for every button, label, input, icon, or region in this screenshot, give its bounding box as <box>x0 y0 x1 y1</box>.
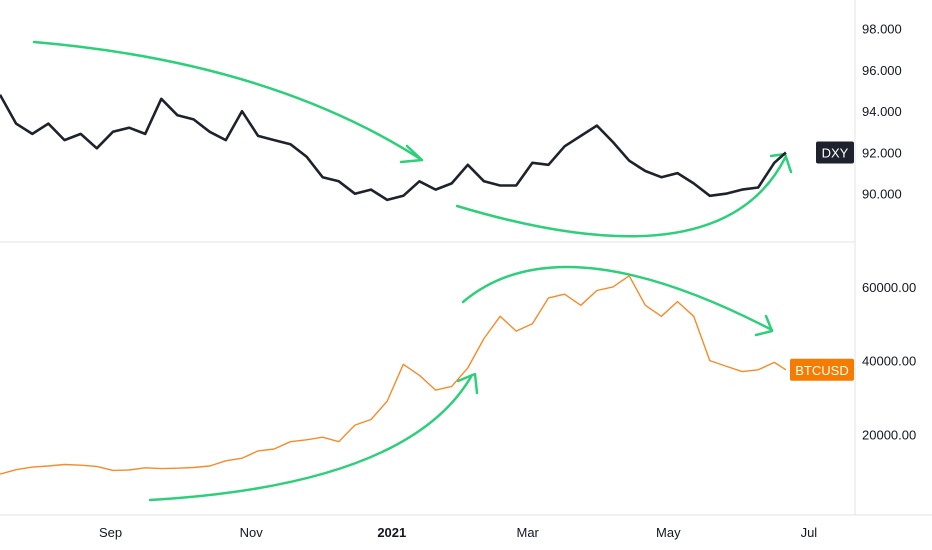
y-tick-label: 20000.00 <box>862 427 916 442</box>
last-value-badge-btcusd: BTCUSD <box>790 358 854 381</box>
arrow-btc-uptrend <box>148 373 474 502</box>
y-tick-label: 40000.00 <box>862 354 916 369</box>
badge-background <box>790 358 854 381</box>
last-value-badge-dxy: DXY <box>816 141 854 164</box>
badge-label: DXY <box>822 146 849 161</box>
x-tick-label: 2021 <box>377 525 406 540</box>
y-tick-label: 92.000 <box>862 146 902 161</box>
arrow-btc-top <box>461 265 774 332</box>
arrow-btc-uptrend-head <box>456 372 479 395</box>
series-line-btcusd <box>0 275 787 475</box>
arrow-btc-top-head <box>754 314 774 337</box>
x-tick-label: Jul <box>801 525 818 540</box>
y-tick-label: 60000.00 <box>862 280 916 295</box>
y-tick-label: 90.000 <box>862 187 902 202</box>
x-tick-label: May <box>656 525 681 540</box>
x-tick-label: Nov <box>240 525 264 540</box>
y-tick-label: 96.000 <box>862 63 902 78</box>
series-layer <box>0 94 787 475</box>
arrow-dxy-downtrend <box>32 40 424 162</box>
badge-background <box>816 141 854 164</box>
y-tick-label: 94.000 <box>862 104 902 119</box>
x-tick-label: Mar <box>517 525 540 540</box>
arrow-dxy-downtrend-head <box>399 144 424 164</box>
x-tick-label: Sep <box>99 525 122 540</box>
y-tick-label: 98.000 <box>862 22 902 37</box>
axis-layer: 98.000 96.000 94.000 92.000 90.000 DXY 60000.0… <box>99 22 916 540</box>
series-line-dxy <box>0 94 787 202</box>
annotation-arrows <box>32 40 793 502</box>
badge-label: BTCUSD <box>795 363 848 378</box>
arrow-dxy-uptrend <box>455 156 787 238</box>
